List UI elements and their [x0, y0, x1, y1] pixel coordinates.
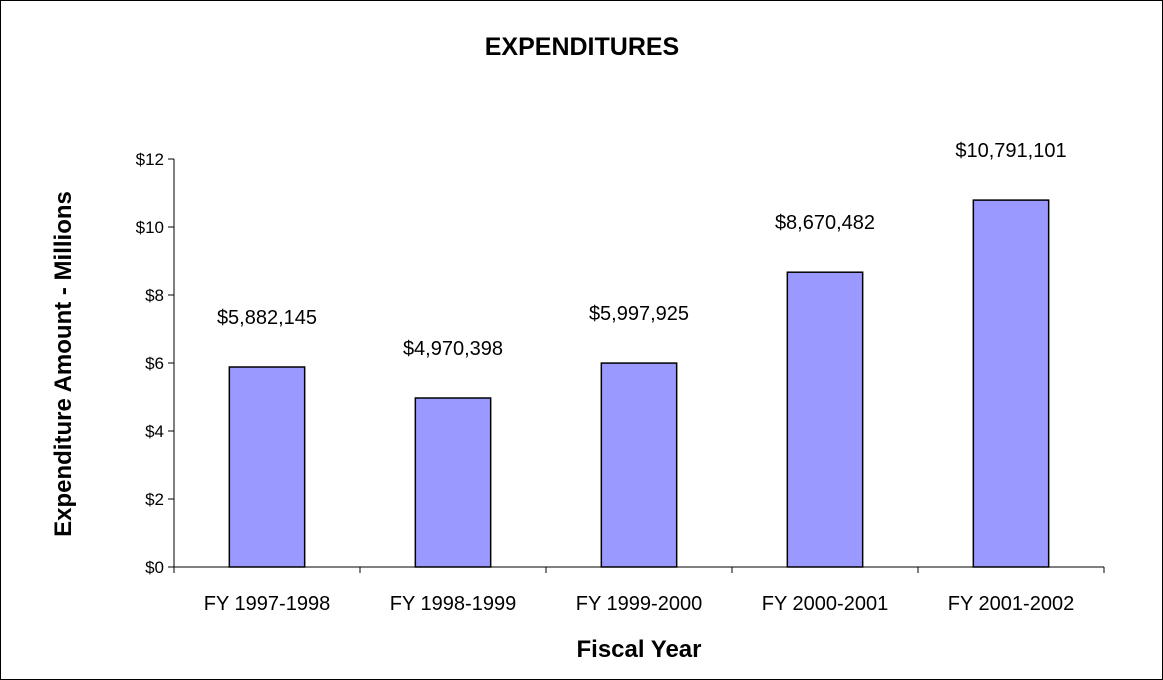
bar: [228, 366, 306, 568]
x-axis-title: Fiscal Year: [577, 636, 702, 663]
data-label: $10,791,101: [955, 140, 1066, 162]
y-tick-label: $0: [145, 558, 164, 577]
chart-title: EXPENDITURES: [485, 33, 679, 61]
y-tick-label: $8: [145, 286, 164, 305]
bar: [972, 199, 1050, 568]
data-label: $5,997,925: [589, 303, 689, 325]
bar: [414, 397, 492, 568]
x-tick-label: FY 1998-1999: [390, 593, 516, 615]
x-tick-label: FY 2000-2001: [762, 593, 888, 615]
bar: [786, 271, 864, 568]
y-tick-label: $10: [136, 218, 164, 237]
x-tick-label: FY 1997-1998: [204, 593, 330, 615]
y-tick-label: $6: [145, 354, 164, 373]
bar: [600, 362, 678, 568]
plot-area: $0 $2 $4 $6 $8 $10 $12 FY 1997-1998 $5,882,145 FY…: [136, 140, 1105, 615]
data-label: $4,970,398: [403, 338, 503, 360]
y-axis-title: Expenditure Amount - Millions: [50, 191, 77, 537]
x-tick-label: FY 1999-2000: [576, 593, 702, 615]
data-label: $5,882,145: [217, 307, 317, 329]
x-tick-label: FY 2001-2002: [948, 593, 1074, 615]
y-tick-label: $12: [136, 150, 164, 169]
y-tick-label: $2: [145, 490, 164, 509]
y-tick-label: $4: [145, 422, 164, 441]
data-label: $8,670,482: [775, 212, 875, 234]
